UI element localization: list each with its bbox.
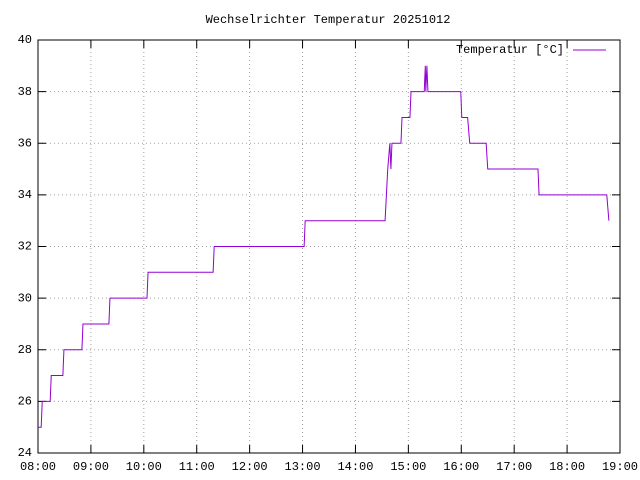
- x-tick-label: 11:00: [179, 460, 215, 474]
- y-tick-label: 26: [18, 395, 32, 409]
- x-tick-label: 19:00: [602, 460, 638, 474]
- x-tick-label: 17:00: [496, 460, 532, 474]
- y-tick-label: 32: [18, 240, 32, 254]
- x-tick-label: 09:00: [73, 460, 109, 474]
- x-tick-label: 14:00: [337, 460, 373, 474]
- x-tick-label: 10:00: [126, 460, 162, 474]
- y-tick-label: 30: [18, 291, 32, 305]
- legend-label: Temperatur [°C]: [456, 43, 564, 57]
- chart-title: Wechselrichter Temperatur 20251012: [206, 13, 451, 27]
- y-tick-label: 24: [18, 446, 32, 460]
- x-tick-label: 08:00: [20, 460, 56, 474]
- x-tick-label: 12:00: [232, 460, 268, 474]
- plot-border: [37, 39, 621, 454]
- x-tick-label: 13:00: [285, 460, 321, 474]
- y-tick-label: 38: [18, 85, 32, 99]
- series-line: [38, 65, 610, 428]
- y-tick-label: 40: [18, 33, 32, 47]
- y-tick-label: 28: [18, 343, 32, 357]
- y-tick-label: 36: [18, 136, 32, 150]
- x-tick-label: 16:00: [443, 460, 479, 474]
- y-tick-label: 34: [18, 188, 32, 202]
- x-tick-label: 15:00: [390, 460, 426, 474]
- x-tick-label: 18:00: [549, 460, 585, 474]
